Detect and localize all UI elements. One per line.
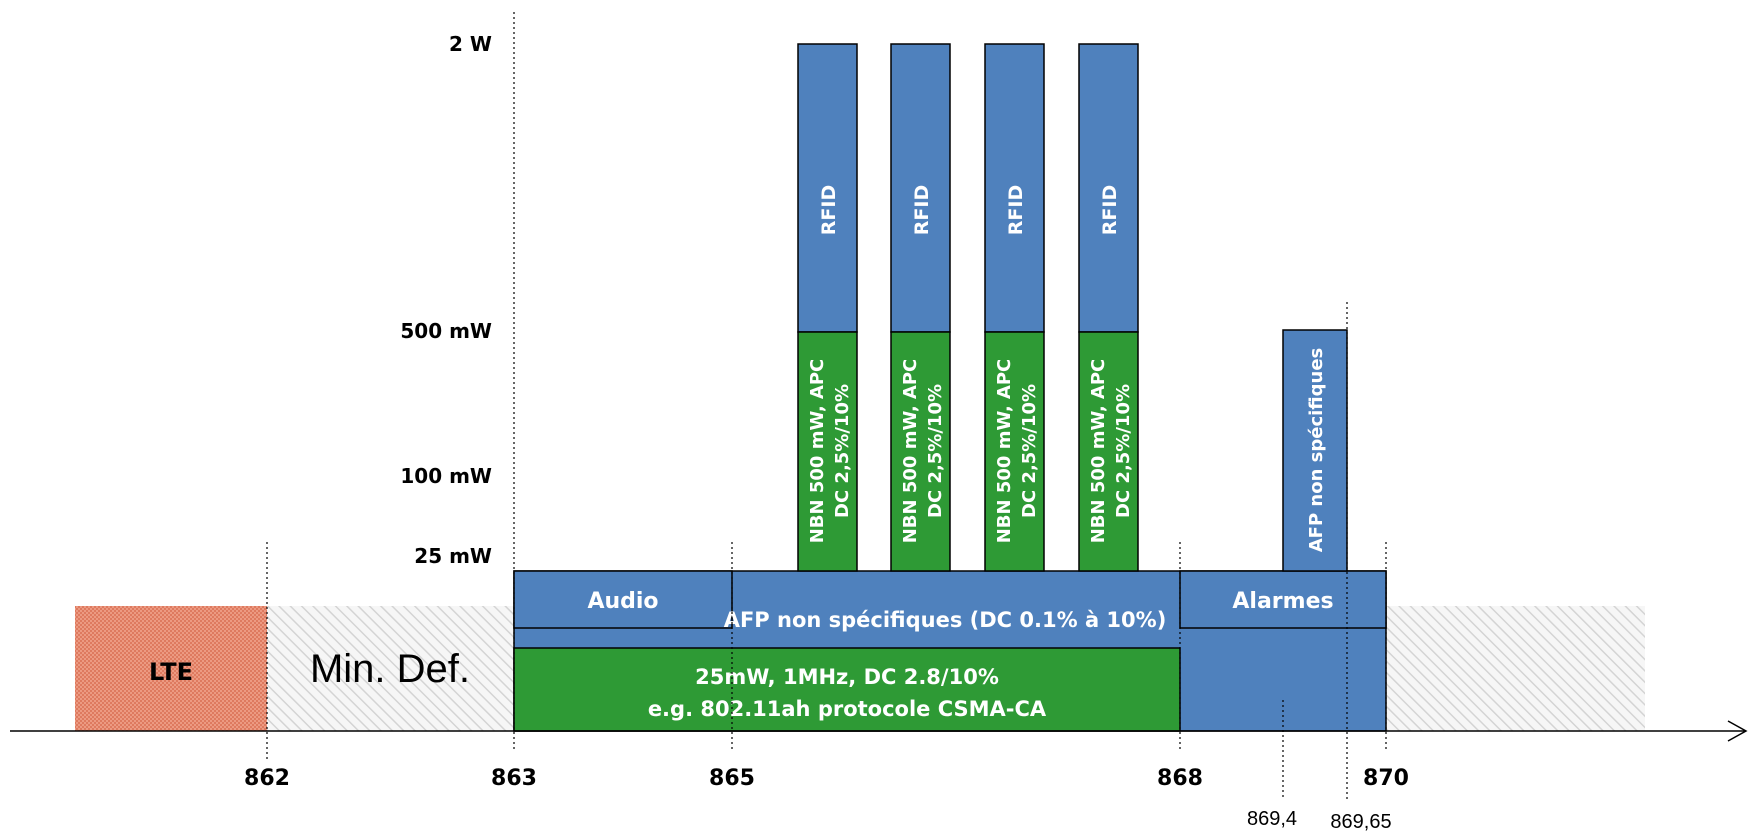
nbn-block-4 bbox=[1078, 331, 1139, 572]
power-label-2w: 2 W bbox=[449, 32, 492, 56]
nbn-line1-4: NBN 500 mW, APC bbox=[1088, 359, 1109, 544]
freq-label-863: 863 bbox=[491, 766, 537, 791]
alarmes-band bbox=[1179, 570, 1387, 629]
rfid-label-3: RFID bbox=[1005, 185, 1027, 235]
green-band-line1: 25mW, 1MHz, DC 2.8/10% bbox=[695, 665, 999, 689]
nbn-block-1 bbox=[797, 331, 858, 572]
rfid-block-2 bbox=[890, 43, 951, 333]
nbn-line1-3: NBN 500 mW, APC bbox=[994, 359, 1015, 544]
rfid-block-1 bbox=[797, 43, 858, 333]
nbn-line1-1: NBN 500 mW, APC bbox=[807, 359, 828, 544]
rfid-label-1: RFID bbox=[818, 185, 840, 235]
min-def-label: Min. Def. bbox=[310, 647, 470, 691]
afp-narrow-label: AFP non spécifiques bbox=[1306, 348, 1327, 553]
freq-label-870: 870 bbox=[1363, 766, 1409, 791]
nbn-line2-3: DC 2,5%/10% bbox=[1019, 384, 1040, 518]
power-label-25mw: 25 mW bbox=[414, 544, 492, 568]
afp-narrow-band bbox=[1282, 329, 1348, 572]
nbn-line2-4: DC 2,5%/10% bbox=[1113, 384, 1134, 518]
rfid-label-2: RFID bbox=[911, 185, 933, 235]
audio-label: Audio bbox=[587, 589, 658, 614]
right-hatch-region bbox=[1386, 606, 1645, 731]
nbn-line2-2: DC 2,5%/10% bbox=[925, 384, 946, 518]
nbn-line2-1: DC 2,5%/10% bbox=[832, 384, 853, 518]
audio-band bbox=[513, 570, 733, 629]
axis-arrow-icon bbox=[1727, 720, 1748, 742]
nbn-block-3 bbox=[984, 331, 1045, 572]
rfid-block-4 bbox=[1078, 43, 1139, 333]
freq-label-868: 868 bbox=[1157, 766, 1203, 791]
rfid-label-4: RFID bbox=[1099, 185, 1121, 235]
power-label-500mw: 500 mW bbox=[400, 319, 492, 343]
nbn-line1-2: NBN 500 mW, APC bbox=[900, 359, 921, 544]
freq-label-862: 862 bbox=[244, 766, 290, 791]
green-band-line2: e.g. 802.11ah protocole CSMA-CA bbox=[648, 697, 1047, 721]
power-label-100mw: 100 mW bbox=[400, 464, 492, 488]
afp-main-label: AFP non spécifiques (DC 0.1% à 10%) bbox=[724, 608, 1167, 632]
freq-label-865: 865 bbox=[709, 766, 755, 791]
freq-label-869-4: 869,4 bbox=[1247, 808, 1297, 830]
min-def-region bbox=[267, 606, 514, 731]
lte-region bbox=[75, 606, 267, 731]
alarmes-label: Alarmes bbox=[1232, 589, 1333, 614]
lte-label: LTE bbox=[149, 658, 193, 686]
green-band bbox=[513, 647, 1181, 732]
nbn-block-2 bbox=[890, 331, 951, 572]
freq-label-869-65: 869,65 bbox=[1330, 811, 1391, 833]
